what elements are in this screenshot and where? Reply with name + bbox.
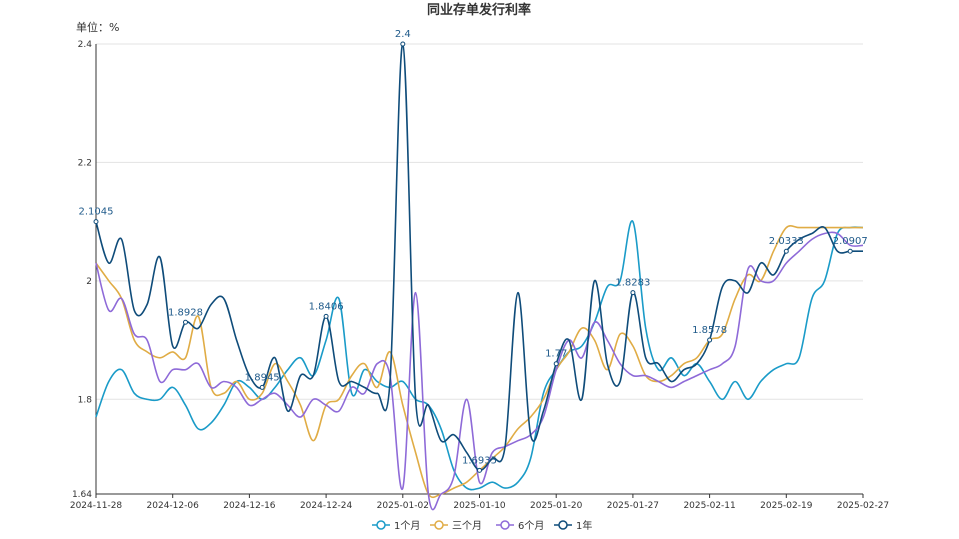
chart-title: 同业存单发行利率 [427,2,531,18]
data-point [93,219,99,225]
legend-marker [558,520,568,530]
data-point [182,319,188,325]
legend[interactable]: 1个月 三个月 6个月 1年 [372,519,592,532]
x-tick-label: 2025-02-11 [683,501,735,511]
legend-label: 三个月 [452,520,482,532]
data-point [707,337,713,343]
x-tick-label: 2025-01-02 [377,501,429,511]
series-line-3 [95,231,864,511]
data-label: 2.0907 [833,236,868,247]
x-tick-label: 2024-11-28 [70,501,123,511]
data-label: 1.6935 [462,455,497,466]
data-point [630,290,636,296]
x-tick-label: 2025-02-19 [760,501,813,511]
data-point [323,313,329,319]
data-point [783,248,789,254]
data-label: 2.0333 [769,236,804,247]
x-tick-label: 2024-12-24 [300,501,353,511]
legend-marker [500,520,510,530]
unit-label: 单位：% [76,20,119,34]
x-tick-label: 2024-12-16 [223,501,276,511]
y-tick-label: 2.2 [78,158,92,168]
legend-marker [376,520,386,530]
y-tick-label: 1.8 [78,395,93,405]
y-tick-label: 2 [86,277,92,287]
data-point [477,467,482,473]
data-label: 1.8945 [245,372,280,383]
y-tick-label: 2.4 [78,40,93,50]
series-group [95,43,864,511]
data-labels: 2.1045 1.8928 1.8945 1.8406 2.4 1.6935 1.77 1.8… [79,29,868,473]
legend-label: 6个月 [518,520,544,532]
data-label: 1.77 [545,349,567,360]
data-label: 2.4 [395,29,411,40]
legend-item-4[interactable]: 1年 [554,519,592,532]
axes: 1.64 1.8 2 2.2 2.4 2024-11-28 2024-12-06 2024-1… [70,40,889,511]
legend-item-2[interactable]: 三个月 [430,520,482,532]
x-tick-label: 2025-01-20 [530,501,583,511]
legend-label: 1个月 [394,520,420,532]
legend-label: 1年 [576,519,592,532]
data-point [400,41,406,47]
x-tick-label: 2025-01-10 [453,501,506,511]
data-label: 1.8406 [309,301,344,312]
data-label: 1.8928 [168,307,203,318]
x-tick-label: 2025-02-27 [837,501,889,511]
data-label: 1.8578 [692,325,727,336]
data-label: 1.8283 [615,278,650,289]
data-point [553,361,559,367]
series-line-1 [95,220,864,491]
legend-item-3[interactable]: 6个月 [496,520,544,532]
data-point [259,384,265,390]
series-line-4 [95,43,863,472]
x-tick-label: 2025-01-27 [607,501,659,511]
y-tick-label: 1.64 [72,490,92,500]
data-point [847,248,853,254]
x-tick-label: 2024-12-06 [147,501,200,511]
legend-marker [434,520,444,530]
legend-item-1[interactable]: 1个月 [372,520,420,532]
data-label: 2.1045 [79,207,114,218]
